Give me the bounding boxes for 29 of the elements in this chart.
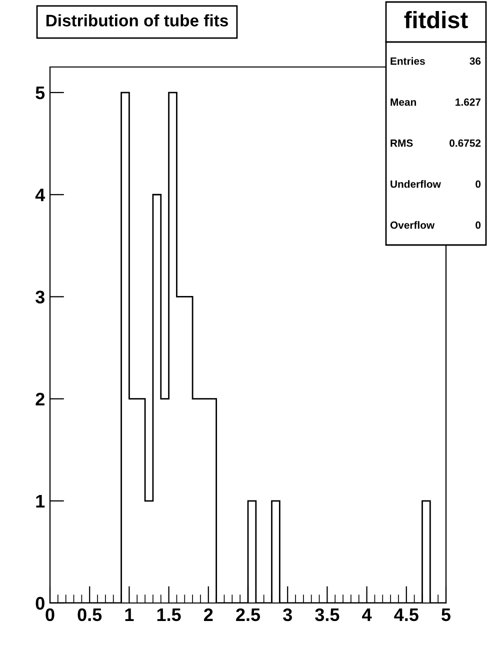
y-tick-label: 4 — [35, 188, 46, 202]
x-tick-label: 4.5 — [394, 608, 418, 622]
x-tick-label: 4 — [362, 608, 372, 621]
text: fitdist — [404, 10, 468, 28]
text: Entries — [390, 57, 425, 65]
x-tick-label: 1.5 — [157, 608, 181, 622]
y-tick-label: 3 — [36, 290, 44, 304]
chart-title: Distribution of tube fits — [46, 14, 228, 26]
y-tick-label: 5 — [36, 86, 45, 100]
text: 1.627 — [456, 98, 481, 106]
annotation: RMS — [390, 139, 413, 147]
text: 36 — [470, 57, 481, 65]
annotation: Overflow — [390, 221, 435, 229]
text: 0 — [476, 180, 481, 188]
x-tick-label: 0.5 — [78, 608, 102, 622]
y-tick-label: 1 — [36, 495, 45, 508]
y-tick-label: 0 — [36, 596, 44, 610]
text: 0 — [476, 221, 481, 229]
x-tick-label: 5 — [442, 608, 451, 622]
x-tick-label: 3.5 — [315, 608, 340, 622]
x-tick-label: 2.5 — [236, 608, 260, 622]
x-tick-label: 3 — [282, 608, 292, 622]
annotation: Underflow — [390, 180, 441, 188]
x-tick-label: 0 — [46, 608, 54, 622]
text: 0.6752 — [450, 139, 481, 147]
y-tick-label: 2 — [36, 392, 44, 406]
annotation: Mean — [390, 98, 416, 106]
x-tick-label: 2 — [204, 608, 213, 621]
x-tick-label: 1 — [125, 608, 134, 621]
